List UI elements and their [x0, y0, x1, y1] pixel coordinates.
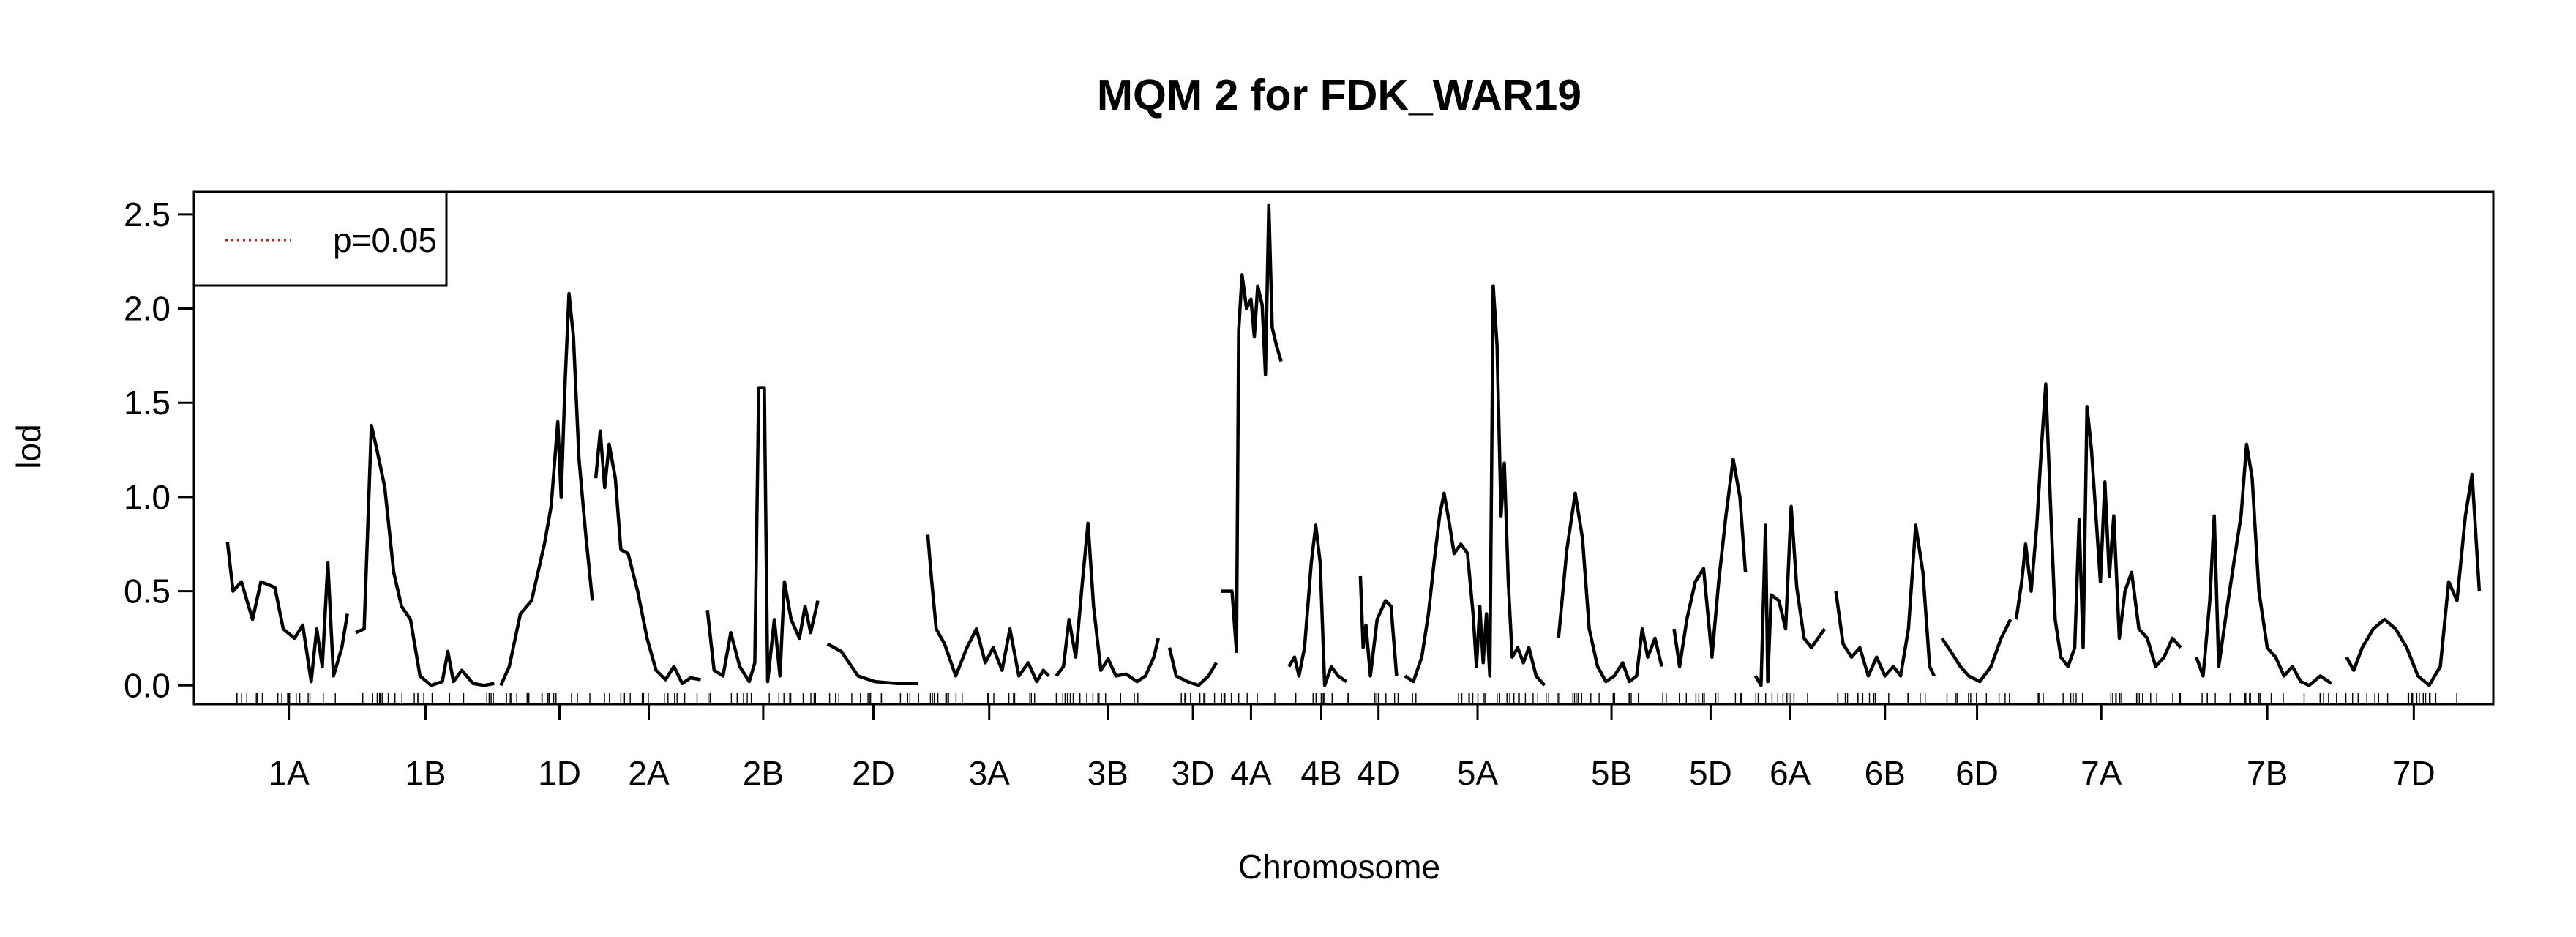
chromosome-label-6A: 6A — [1770, 754, 1811, 792]
plot-frame — [192, 190, 2495, 706]
marker-rug-6A — [1755, 693, 1808, 704]
lod-curve-5D — [1672, 458, 1748, 668]
chromosome-label-2D: 2D — [852, 754, 895, 792]
marker-rug-5A — [1412, 693, 1549, 704]
marker-rug-1D — [506, 693, 610, 704]
chromosome-label-7D: 7D — [2392, 754, 2435, 792]
lod-curve-4A — [1221, 203, 1283, 654]
y-tick-label-5: 2.5 — [124, 195, 171, 234]
marker-rug-1B — [362, 693, 494, 704]
lod-curve-3D — [1167, 647, 1218, 687]
marker-rug-6D — [1946, 693, 2010, 704]
marker-rug-7D — [2345, 693, 2457, 704]
marker-rug-1A — [236, 693, 336, 704]
chromosome-label-7A: 7A — [2081, 754, 2122, 792]
chromosome-label-3D: 3D — [1172, 754, 1215, 792]
lod-curve-2D — [826, 642, 918, 685]
y-tick-label-1: 0.5 — [124, 572, 171, 611]
marker-rug-4D — [1374, 693, 1399, 704]
marker-rug-2D — [828, 693, 919, 704]
marker-rug-2A — [609, 693, 698, 704]
chromosome-label-2B: 2B — [743, 754, 784, 792]
marker-rug — [236, 693, 2457, 704]
chromosome-label-2A: 2A — [628, 754, 670, 792]
lod-curve-6D — [1940, 619, 2012, 684]
marker-rug-3B — [1055, 693, 1139, 704]
y-tick-label-3: 1.5 — [124, 384, 171, 422]
lod-curve-4D — [1358, 575, 1399, 678]
y-tick-label-0: 0.0 — [124, 666, 171, 704]
marker-rug-4A — [1221, 693, 1276, 704]
marker-rug-2B — [708, 693, 816, 704]
lod-curve-1D — [499, 291, 594, 687]
lod-curve-2A — [594, 429, 701, 685]
chromosome-label-6B: 6B — [1865, 754, 1906, 792]
lod-curve-3B — [1055, 521, 1160, 684]
lod-curve-5B — [1557, 491, 1663, 684]
lod-curve-7D — [2345, 472, 2482, 687]
y-tick-label-2: 1.0 — [124, 478, 171, 516]
lod-curve-6A — [1753, 504, 1827, 687]
lod-curve-5A — [1404, 284, 1546, 687]
lod-curve-6B — [1834, 523, 1936, 678]
chromosome-labels: 1A 1B 1D 2A 2B 2D 3A 3B 3D 4A 4B 4D 5A 5B 5D 6A 6B 6D 7A 7B… — [269, 704, 2435, 792]
marker-rug-5D — [1679, 693, 1742, 704]
chromosome-label-1A: 1A — [269, 754, 310, 792]
marker-rug-7B — [2201, 693, 2337, 704]
marker-rug-4B — [1295, 693, 1349, 704]
lod-curve-7A — [2014, 382, 2182, 668]
chromosome-label-6D: 6D — [1955, 754, 1999, 792]
marker-rug-5B — [1557, 693, 1667, 704]
legend: p=0.05 — [192, 190, 448, 287]
chromosome-label-1B: 1B — [405, 754, 446, 792]
y-axis: 0.0 0.5 1.0 1.5 2.0 2.5 — [124, 195, 194, 704]
chromosome-label-1D: 1D — [538, 754, 581, 792]
marker-rug-3D — [1180, 693, 1216, 704]
y-tick-label-4: 2.0 — [124, 290, 171, 328]
chromosome-label-5D: 5D — [1689, 754, 1732, 792]
chromosome-label-3A: 3A — [969, 754, 1011, 792]
chromosome-label-5B: 5B — [1591, 754, 1632, 792]
lod-curve-2B — [705, 386, 820, 684]
marker-rug-3A — [929, 693, 1036, 704]
y-axis-label: lod — [10, 424, 48, 468]
lod-curve-1A — [225, 542, 349, 684]
legend-box — [192, 190, 448, 287]
lod-curve-1B — [355, 423, 495, 687]
lod-curves — [225, 203, 2482, 687]
marker-rug-7A — [2037, 693, 2182, 704]
chromosome-label-4A: 4A — [1230, 754, 1272, 792]
marker-rug-6B — [1837, 693, 1926, 704]
x-axis-label: Chromosome — [1238, 848, 1440, 886]
lod-curve-7B — [2195, 442, 2333, 687]
legend-label-p05: p=0.05 — [333, 221, 437, 259]
chromosome-label-7B: 7B — [2247, 754, 2288, 792]
chart-title: MQM 2 for FDK_WAR19 — [1097, 71, 1581, 119]
chromosome-label-5A: 5A — [1457, 754, 1499, 792]
chromosome-label-4B: 4B — [1300, 754, 1341, 792]
chromosome-label-3B: 3B — [1087, 754, 1128, 792]
chromosome-label-4D: 4D — [1357, 754, 1400, 792]
lod-curve-3A — [926, 534, 1050, 684]
lod-curve-4B — [1287, 523, 1348, 687]
